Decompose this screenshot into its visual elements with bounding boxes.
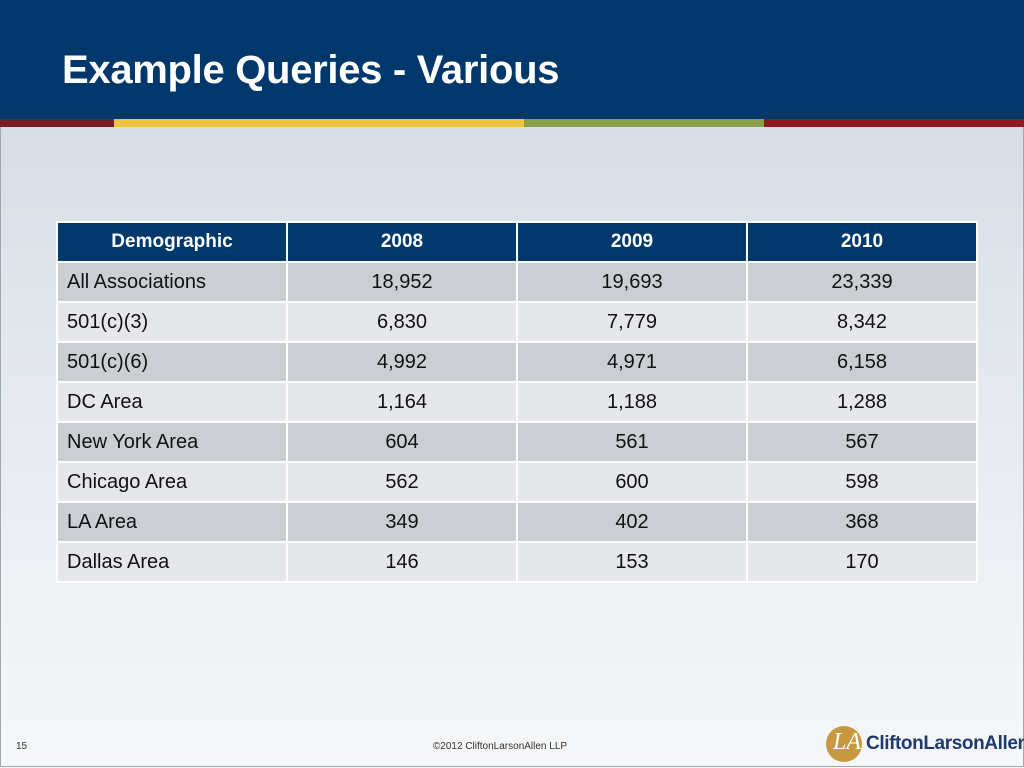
table-row: LA Area 349 402 368 <box>56 501 978 543</box>
accent-stripe-gold <box>114 119 524 127</box>
cell-2009: 1,188 <box>516 381 748 423</box>
table-row: Dallas Area 146 153 170 <box>56 541 978 583</box>
table-row: DC Area 1,164 1,188 1,288 <box>56 381 978 423</box>
cell-2008: 1,164 <box>286 381 518 423</box>
row-label: 501(c)(6) <box>56 341 288 383</box>
row-label: LA Area <box>56 501 288 543</box>
queries-table: Demographic 2008 2009 2010 All Associati… <box>56 221 978 583</box>
cell-2010: 567 <box>746 421 978 463</box>
cell-2009: 7,779 <box>516 301 748 343</box>
cell-2010: 8,342 <box>746 301 978 343</box>
table-row: New York Area 604 561 567 <box>56 421 978 463</box>
table-row: Chicago Area 562 600 598 <box>56 461 978 503</box>
row-label: New York Area <box>56 421 288 463</box>
title-bar: Example Queries - Various <box>0 0 1024 119</box>
accent-stripe-maroon-right <box>764 119 1024 127</box>
cell-2008: 349 <box>286 501 518 543</box>
row-label: All Associations <box>56 261 288 303</box>
company-logo: LA CliftonLarsonAllen <box>826 724 1024 764</box>
cell-2009: 402 <box>516 501 748 543</box>
header-cell-2009: 2009 <box>516 221 748 263</box>
cell-2010: 368 <box>746 501 978 543</box>
table-row: 501(c)(3) 6,830 7,779 8,342 <box>56 301 978 343</box>
cell-2008: 4,992 <box>286 341 518 383</box>
slide-title: Example Queries - Various <box>62 48 560 92</box>
table-header-row: Demographic 2008 2009 2010 <box>56 221 978 263</box>
cell-2010: 6,158 <box>746 341 978 383</box>
cell-2008: 146 <box>286 541 518 583</box>
accent-stripe-maroon-left <box>0 119 114 127</box>
cell-2009: 4,971 <box>516 341 748 383</box>
cell-2008: 604 <box>286 421 518 463</box>
cell-2008: 562 <box>286 461 518 503</box>
cell-2010: 1,288 <box>746 381 978 423</box>
logo-wordmark: CliftonLarsonAllen <box>866 733 1024 754</box>
row-label: 501(c)(3) <box>56 301 288 343</box>
row-label: DC Area <box>56 381 288 423</box>
header-cell-2008: 2008 <box>286 221 518 263</box>
row-label: Chicago Area <box>56 461 288 503</box>
page-number: 15 <box>16 741 28 752</box>
header-cell-demographic: Demographic <box>56 221 288 263</box>
cell-2010: 170 <box>746 541 978 583</box>
cell-2009: 561 <box>516 421 748 463</box>
copyright-notice: ©2012 CliftonLarsonAllen LLP <box>432 741 568 752</box>
logo-mark-icon: LA <box>826 726 862 762</box>
cell-2008: 6,830 <box>286 301 518 343</box>
table-row: 501(c)(6) 4,992 4,971 6,158 <box>56 341 978 383</box>
cell-2009: 600 <box>516 461 748 503</box>
cell-2008: 18,952 <box>286 261 518 303</box>
cell-2009: 19,693 <box>516 261 748 303</box>
logo-mark-letters: LA <box>833 729 862 755</box>
accent-stripe-green <box>524 119 764 127</box>
row-label: Dallas Area <box>56 541 288 583</box>
cell-2010: 23,339 <box>746 261 978 303</box>
cell-2010: 598 <box>746 461 978 503</box>
cell-2009: 153 <box>516 541 748 583</box>
table-row: All Associations 18,952 19,693 23,339 <box>56 261 978 303</box>
header-cell-2010: 2010 <box>746 221 978 263</box>
